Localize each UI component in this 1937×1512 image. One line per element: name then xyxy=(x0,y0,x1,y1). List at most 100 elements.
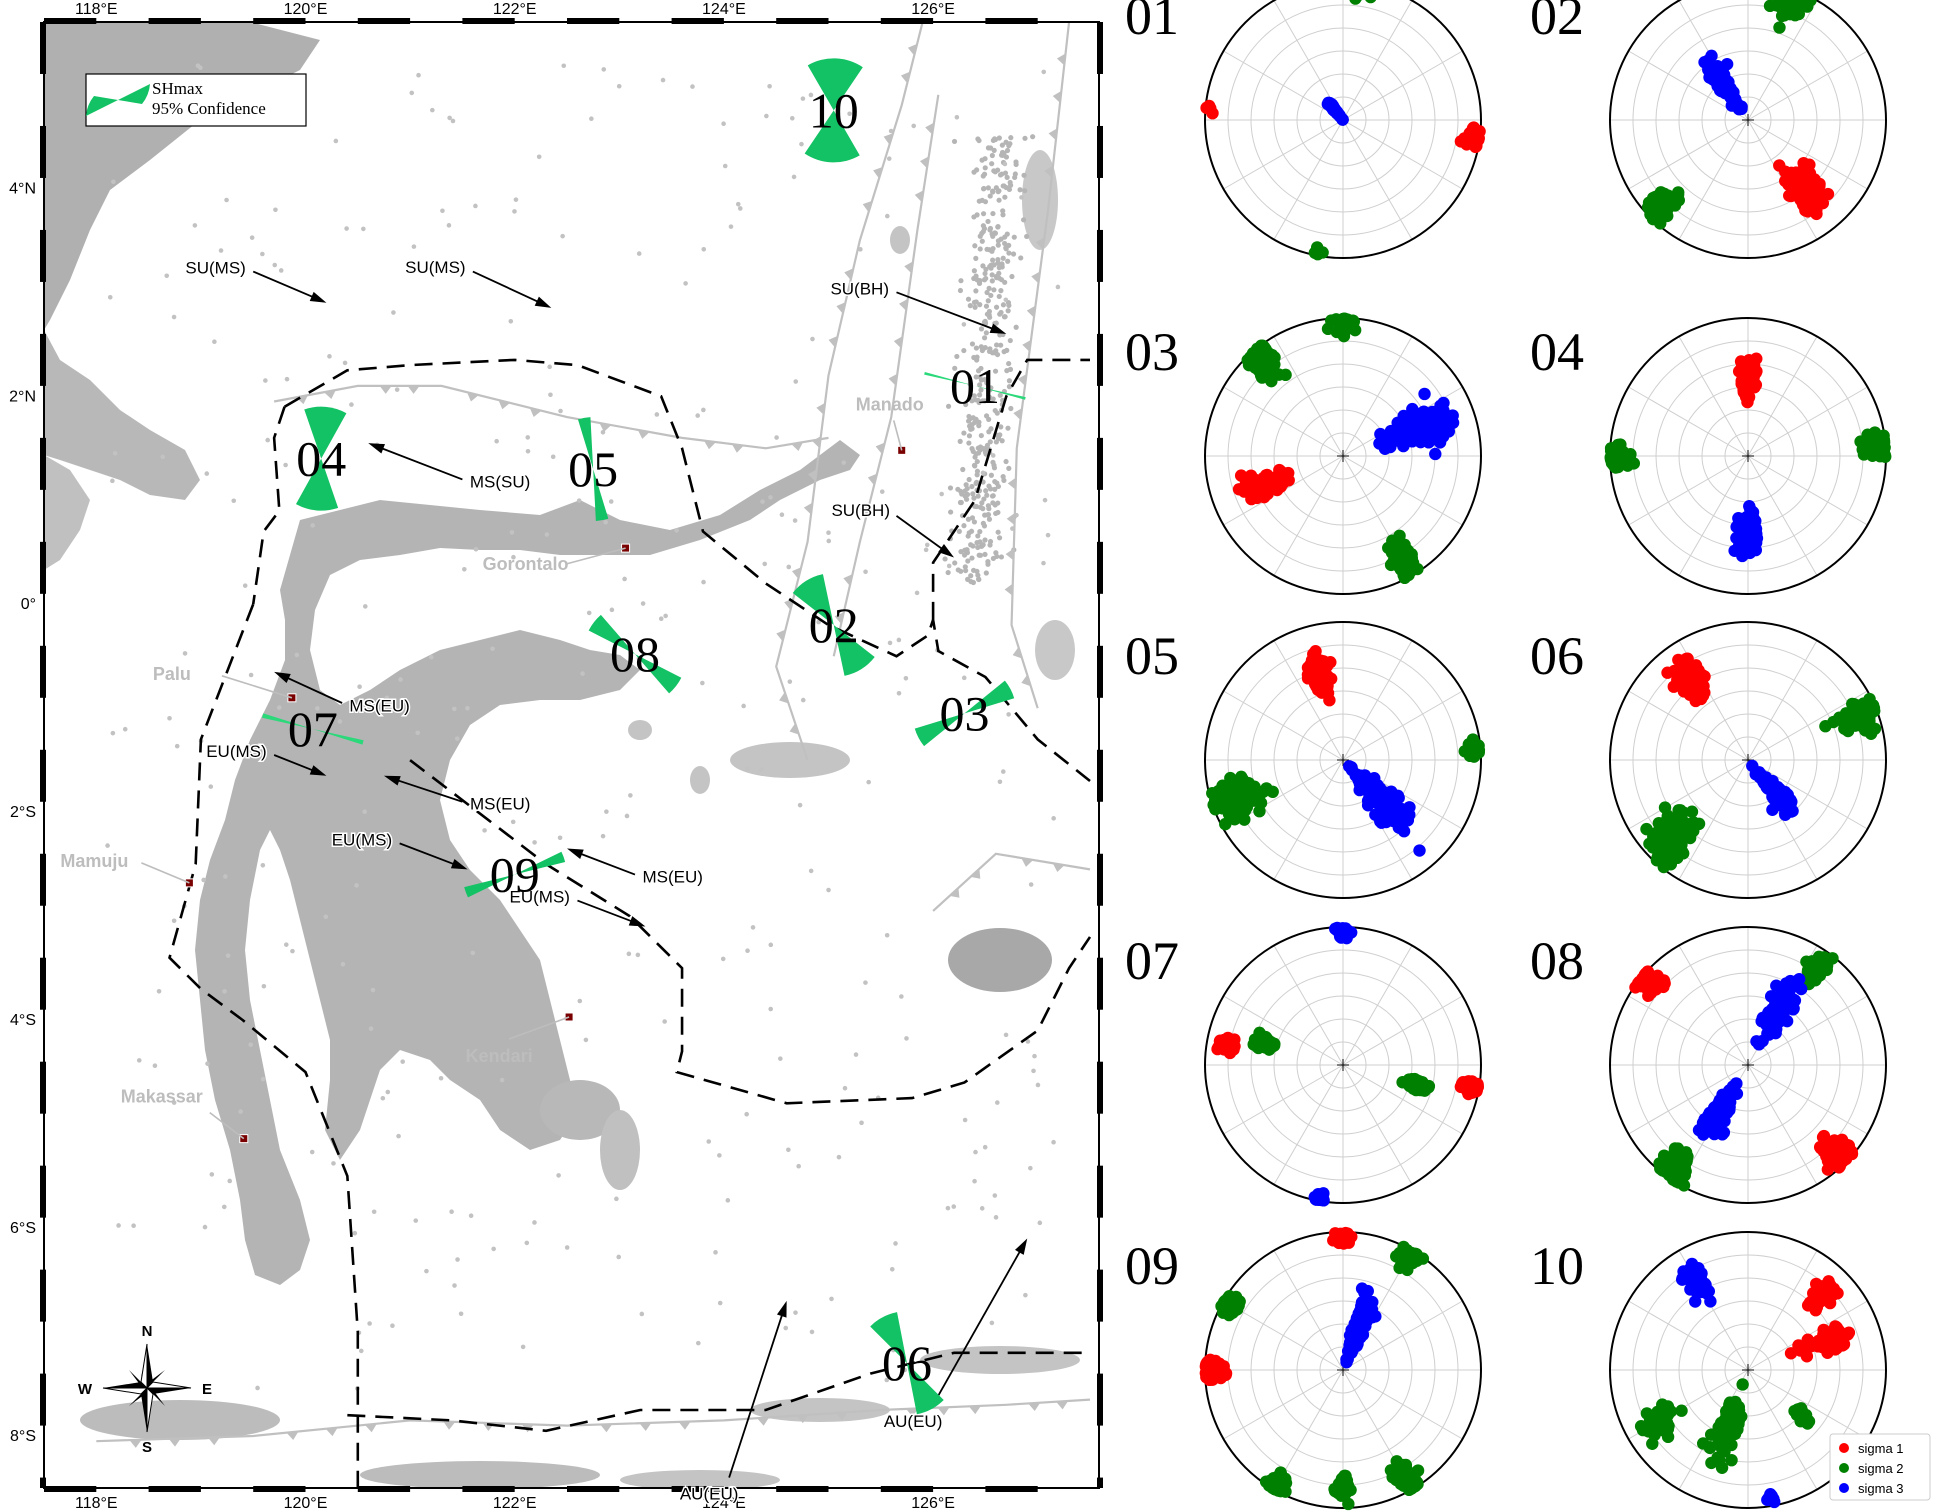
shmax-wedge xyxy=(312,728,364,745)
frame-tick xyxy=(44,18,97,24)
seismic-event xyxy=(965,533,971,539)
principal-stress-point xyxy=(1393,529,1406,542)
thrust-tooth xyxy=(599,422,612,432)
seismic-event xyxy=(1001,314,1008,320)
principal-stress-point xyxy=(1826,1145,1840,1158)
seismic-event xyxy=(604,809,609,814)
seismic-event xyxy=(962,564,968,570)
thrust-tooth xyxy=(949,887,960,898)
seismic-event xyxy=(768,495,773,500)
seismic-event xyxy=(1018,255,1024,261)
seismic-event xyxy=(750,925,756,930)
thrust-tooth xyxy=(1031,271,1040,284)
seismic-event xyxy=(450,118,456,124)
lat-label-left: 4°N xyxy=(9,180,36,197)
seismic-event xyxy=(1041,69,1047,75)
seismic-event xyxy=(331,1161,336,1166)
seismic-event xyxy=(951,138,958,145)
principal-stress-point xyxy=(1410,422,1424,436)
seismic-event xyxy=(956,528,962,535)
stereonet-grid-spoke xyxy=(1747,1369,1818,1490)
seismic-event xyxy=(902,1367,908,1373)
seismic-event xyxy=(368,1026,374,1031)
seismic-event xyxy=(204,471,210,476)
principal-stress-point xyxy=(1245,782,1259,795)
thrust-tooth xyxy=(906,1408,919,1417)
frame-tick xyxy=(1097,957,1103,1010)
stereonet-id-label: 05 xyxy=(1125,626,1179,686)
frame-tick xyxy=(776,18,829,24)
seismic-event xyxy=(222,989,227,994)
seismic-event xyxy=(446,223,452,228)
lat-label-left: 6°S xyxy=(10,1220,36,1237)
seismic-event xyxy=(1019,195,1024,200)
seismic-event xyxy=(265,437,270,443)
seismic-event xyxy=(701,407,706,413)
seismic-event xyxy=(973,1149,978,1155)
seismic-event xyxy=(449,1209,454,1215)
stereonet-grid-spoke xyxy=(1223,1369,1344,1440)
seismic-event xyxy=(995,189,1001,195)
seismic-event xyxy=(111,179,116,185)
principal-stress-point xyxy=(1680,1155,1693,1168)
stereonet-grid-spoke xyxy=(1747,1064,1818,1185)
seismic-event xyxy=(105,843,110,848)
stereonet-grid-spoke xyxy=(1223,1300,1344,1371)
principal-stress-point xyxy=(1256,479,1269,493)
seismic-event xyxy=(1010,251,1017,257)
seismic-event xyxy=(626,951,632,957)
seismic-event xyxy=(764,113,769,119)
seismic-event xyxy=(990,210,996,217)
principal-stress-point xyxy=(1647,194,1661,207)
stereonet-id-label: 08 xyxy=(1530,931,1584,991)
seismic-event xyxy=(967,381,973,387)
seismic-event xyxy=(797,802,803,808)
seismic-event xyxy=(728,224,734,229)
seismic-event xyxy=(979,347,985,354)
seismic-event xyxy=(1000,208,1006,214)
seismic-event xyxy=(1037,1220,1043,1226)
seismic-event xyxy=(323,914,329,920)
seismic-event xyxy=(977,529,983,535)
principal-stress-point xyxy=(1226,1293,1240,1307)
seismic-event xyxy=(971,519,978,525)
lon-label-top: 122°E xyxy=(493,1,537,18)
seismic-event xyxy=(986,429,992,435)
stereonet-grid-spoke xyxy=(1273,945,1344,1066)
principal-stress-point xyxy=(1400,558,1414,571)
shmax-rose: 06 xyxy=(870,1312,944,1415)
seismic-event xyxy=(972,304,978,310)
seismic-event xyxy=(1012,171,1018,177)
lon-label-top: 118°E xyxy=(75,1,118,18)
thrust-tooth xyxy=(937,1407,950,1416)
stereonet-grid-spoke xyxy=(1628,1064,1749,1135)
motion-arrow-label: SU(MS) xyxy=(405,258,465,277)
region-id-label: 10 xyxy=(809,82,859,138)
principal-stress-point xyxy=(1788,9,1802,22)
seismic-event xyxy=(1028,882,1034,887)
city-label: Manado xyxy=(856,394,924,414)
legend-wedge-icon xyxy=(118,84,150,104)
arrow-head-icon xyxy=(368,443,385,454)
principal-stress-point xyxy=(1838,1146,1852,1160)
seismic-event xyxy=(971,495,977,501)
principal-stress-point xyxy=(1732,518,1745,531)
seismic-event xyxy=(701,579,706,585)
principal-stress-point xyxy=(1821,1163,1835,1176)
seismic-event xyxy=(1003,1032,1009,1038)
thrust-tooth xyxy=(970,868,981,879)
principal-stress-point xyxy=(1701,1123,1715,1136)
seismic-event xyxy=(255,1385,260,1391)
principal-stress-point xyxy=(1202,1357,1215,1370)
principal-stress-point xyxy=(1392,821,1406,834)
seismic-event xyxy=(430,107,435,113)
seismic-event xyxy=(967,303,973,309)
principal-stress-point xyxy=(1219,796,1232,810)
shmax-rose: 10 xyxy=(804,58,863,163)
seismic-event xyxy=(996,435,1002,441)
seismic-event xyxy=(946,563,952,569)
seismic-event xyxy=(951,1204,957,1209)
arrow-head-icon xyxy=(776,1300,787,1318)
seismic-event xyxy=(977,246,983,252)
legend-line2: 95% Confidence xyxy=(152,99,266,118)
